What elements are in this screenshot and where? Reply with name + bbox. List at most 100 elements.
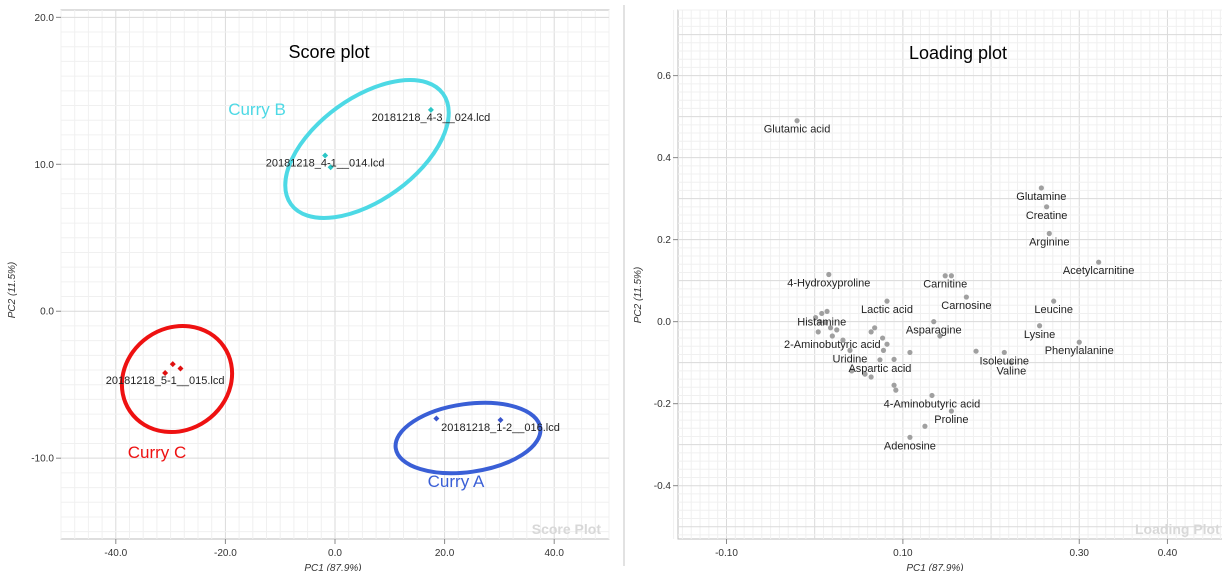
loading-point [868,374,874,380]
score-plot-x-tick-label: -20.0 [214,548,237,559]
loading-point [1038,185,1044,191]
loading-point-label: Leucine [1034,304,1073,316]
score-plot-panel: 20181218_4-3__024.lcd 20181218_4-1__014.l… [0,3,620,571]
loading-point [963,294,969,300]
loading-point [840,337,846,343]
loading-point-label: Arginine [1029,236,1069,248]
loading-point-label: Proline [934,414,968,426]
loading-point-label: 4-Aminobutyric acid [884,398,981,410]
score-plot-x-tick-label: -40.0 [104,548,127,559]
curry-b-ellipse [283,78,451,220]
score-plot-watermark: Score Plot [532,521,602,537]
score-point-label: 20181218_1-2__016.lcd [441,422,560,434]
loading-plot-y-tick-label: 0.4 [657,153,671,164]
loading-point-label: Asparagine [906,325,962,337]
loading-point [812,314,819,321]
loading-point [891,382,897,388]
loading-point [929,392,935,399]
score-point-label: 20181218_4-1__014.lcd [266,157,385,169]
loading-point [884,298,890,304]
loading-plot-x-tick-label: 0.30 [1070,548,1090,559]
score-point-label: 20181218_5-1__015.lcd [106,375,225,387]
loading-plot-x-tick-label: -0.10 [715,548,738,559]
loading-plot-point-labels: Glutamic acid Glutamine Creatine Arginine Ac… [764,124,1135,453]
loading-point [1046,230,1052,237]
loading-point [884,341,890,347]
loading-point-label: Phenylalanine [1045,345,1114,357]
loading-point [942,273,948,279]
curry-c-label: Curry C [128,443,187,462]
loading-plot-y-axis-label: PC2 (11.5%) [633,267,644,324]
score-plot-x-axis-label: PC1 (87.9%) [304,563,361,571]
score-plot-title: Score plot [288,42,369,62]
score-plot-y-tick-label: 0.0 [40,307,54,318]
score-plot-y-ticks: -10.0 0.0 10.0 20.0 [31,13,61,465]
loading-plot-y-tick-label: -0.4 [654,481,672,492]
score-point [177,365,184,372]
loading-point [948,408,954,414]
loading-point [931,319,937,325]
loading-point [891,356,897,362]
loading-point [827,325,834,331]
score-plot-y-axis-label: PC2 (11.5%) [7,262,18,319]
loading-point [872,325,878,331]
loading-point-label: Lysine [1024,329,1055,341]
loading-plot-y-tick-label: 0.2 [657,235,671,246]
loading-point [948,273,954,279]
score-point [433,415,440,422]
loading-point-label: 4-Hydroxyproline [787,278,870,290]
loading-point [817,319,823,325]
curry-b-label: Curry B [228,100,286,119]
loading-plot-y-tick-label: 0.6 [657,71,671,82]
loading-point [1001,349,1007,356]
score-plot-x-tick-label: 0.0 [328,548,342,559]
loading-plot-x-tick-label: 0.40 [1158,548,1178,559]
loading-point-label: Lactic acid [861,304,913,316]
loading-plot-points [794,118,1102,440]
score-plot-ellipses [119,78,543,476]
loading-point-label: Acetylcarnitine [1063,265,1135,277]
loading-point [819,310,825,317]
curry-a-label: Curry A [428,472,485,491]
loading-point [879,335,886,341]
loading-plot-y-tick-label: -0.2 [654,399,672,410]
loading-point [937,333,943,339]
score-plot-x-ticks: -40.0 -20.0 0.0 20.0 40.0 [104,539,564,559]
loading-point [829,333,835,339]
loading-point [1051,298,1057,304]
loading-plot-watermark: Loading Plot [1135,521,1220,537]
loading-point [862,371,868,377]
loading-point [826,271,832,278]
loading-point [1096,259,1102,265]
loading-point [824,308,830,315]
loading-point [847,347,853,353]
loading-point [922,423,928,429]
score-point [497,416,504,423]
loading-point-label: Glutamic acid [764,124,831,136]
score-point [169,361,176,368]
loading-plot-title: Loading plot [909,43,1007,63]
loading-point-label: Glutamine [1016,191,1066,203]
loading-plot-x-axis-label: PC1 (87.9%) [906,563,963,571]
score-point [162,369,169,376]
curry-c-ellipse [119,323,235,435]
loading-point [880,347,887,353]
loading-point-label: Carnosine [941,300,991,312]
loading-point-label: Adenosine [884,440,936,452]
loading-point [893,387,899,393]
loading-point [1036,323,1043,329]
loading-plot-y-ticks: -0.4 -0.2 0.0 0.2 0.4 0.6 [654,71,678,492]
loading-plot-y-tick-label: 0.0 [657,317,671,328]
loading-point [1076,339,1082,345]
score-plot-y-tick-label: -10.0 [31,454,54,465]
loading-point-label: Aspartic acid [848,363,911,375]
score-plot-y-tick-label: 10.0 [35,160,55,171]
loading-point [907,349,913,356]
score-plot-point-labels: 20181218_4-3__024.lcd 20181218_4-1__014.l… [106,112,560,434]
score-point [322,152,329,159]
loading-point [834,327,840,333]
loading-point [877,357,883,363]
loading-point-label: Valine [996,366,1026,378]
score-point-label: 20181218_4-3__024.lcd [372,112,491,124]
